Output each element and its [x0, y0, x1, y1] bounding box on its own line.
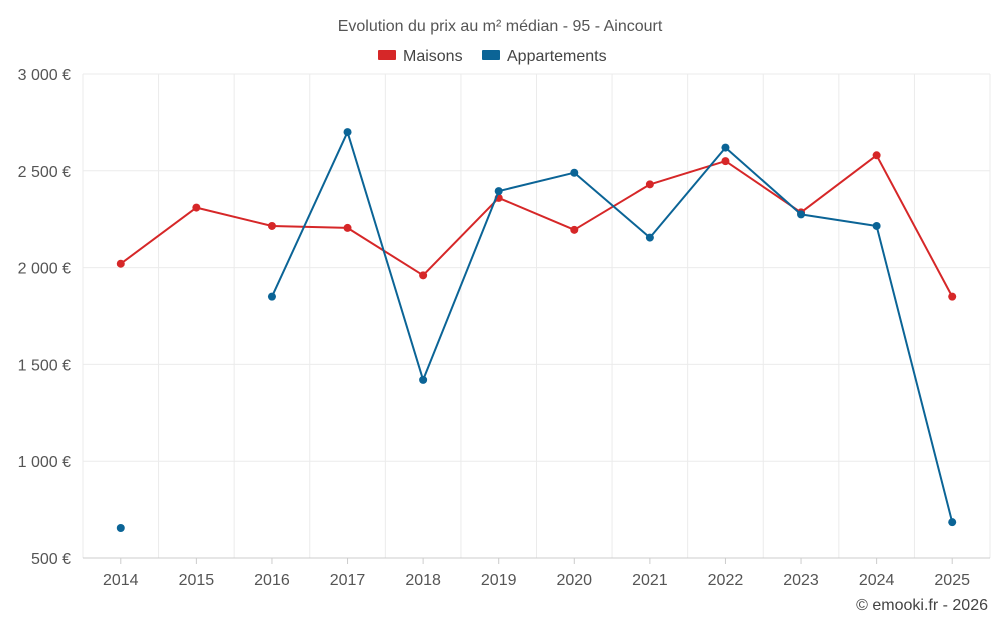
data-point-maisons-2015[interactable] [192, 203, 201, 212]
data-point-maisons-2024[interactable] [872, 151, 881, 160]
data-point-maisons-2016[interactable] [267, 221, 276, 230]
y-tick-label: 1 000 € [18, 454, 71, 471]
data-point-maisons-2014[interactable] [116, 259, 125, 268]
x-tick-label: 2023 [783, 572, 819, 589]
series [116, 128, 957, 532]
y-tick-label: 2 500 € [18, 164, 71, 181]
x-tick-label: 2025 [934, 572, 970, 589]
x-tick-label: 2015 [179, 572, 215, 589]
data-point-appartements-2023[interactable] [797, 210, 806, 219]
data-point-appartements-2019[interactable] [494, 187, 503, 196]
x-tick-label: 2022 [708, 572, 744, 589]
legend-item-maisons[interactable]: Maisons [378, 48, 463, 65]
data-point-appartements-2014[interactable] [116, 523, 125, 532]
series-line-appartements [271, 131, 954, 523]
y-tick-label: 1 500 € [18, 357, 71, 374]
x-tick-label: 2016 [254, 572, 290, 589]
data-point-maisons-2017[interactable] [343, 223, 352, 232]
data-point-maisons-2021[interactable] [645, 180, 654, 189]
x-tick-label: 2021 [632, 572, 668, 589]
y-tick-label: 3 000 € [18, 67, 71, 84]
legend-label-appartements: Appartements [507, 48, 607, 65]
legend-swatch-maisons [378, 50, 396, 60]
x-tick-label: 2018 [405, 572, 441, 589]
data-point-appartements-2021[interactable] [645, 233, 654, 242]
legend: Maisons Appartements [378, 48, 607, 65]
data-point-appartements-2018[interactable] [419, 375, 428, 384]
y-tick-label: 500 € [31, 551, 71, 568]
x-tick-label: 2014 [103, 572, 139, 589]
grid [82, 73, 991, 558]
legend-swatch-appartements [482, 50, 500, 60]
y-tick-label: 2 000 € [18, 261, 71, 278]
data-point-appartements-2022[interactable] [721, 143, 730, 152]
x-tick-label: 2020 [556, 572, 592, 589]
data-point-appartements-2025[interactable] [948, 518, 957, 527]
data-point-appartements-2017[interactable] [343, 128, 352, 137]
data-point-maisons-2020[interactable] [570, 225, 579, 234]
data-point-maisons-2022[interactable] [721, 157, 730, 166]
legend-item-appartements[interactable]: Appartements [482, 48, 607, 65]
data-point-appartements-2020[interactable] [570, 168, 579, 177]
data-point-maisons-2025[interactable] [948, 292, 957, 301]
series-line-maisons [120, 154, 954, 298]
data-point-appartements-2016[interactable] [267, 292, 276, 301]
x-tick-label: 2017 [330, 572, 366, 589]
axes: 500 € 1 000 € 1 500 € 2 000 € 2 500 € 3 000 €… [18, 67, 990, 589]
data-point-appartements-2024[interactable] [872, 221, 881, 230]
legend-label-maisons: Maisons [403, 48, 463, 65]
series-appartements [116, 128, 957, 532]
x-tick-label: 2019 [481, 572, 517, 589]
x-tick-label: 2024 [859, 572, 895, 589]
data-point-maisons-2018[interactable] [419, 271, 428, 280]
credit-text: © emooki.fr - 2026 [856, 597, 988, 614]
chart-title: Evolution du prix au m² médian - 95 - Ai… [338, 18, 663, 35]
